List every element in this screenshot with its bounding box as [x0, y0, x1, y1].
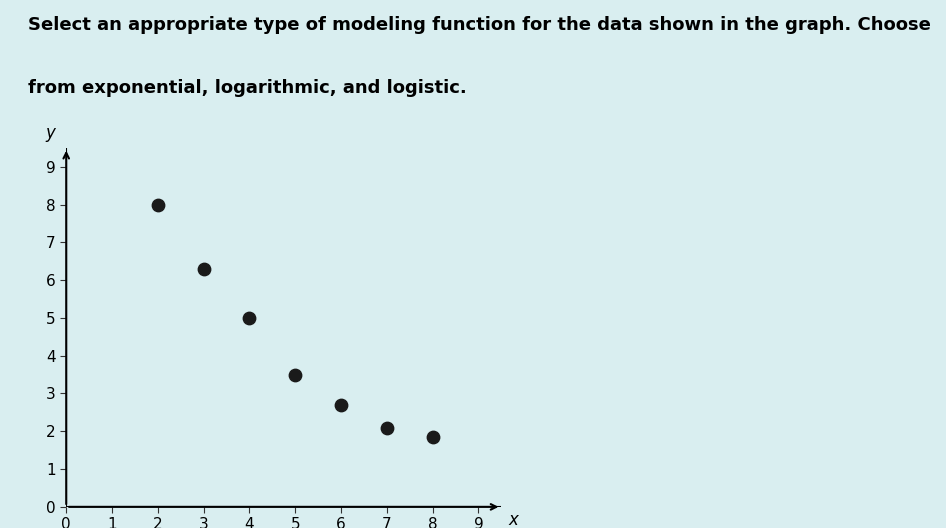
- Text: Select an appropriate type of modeling function for the data shown in the graph.: Select an appropriate type of modeling f…: [28, 16, 931, 34]
- Point: [425, 433, 440, 441]
- Point: [334, 401, 349, 409]
- Text: x: x: [508, 511, 518, 528]
- Point: [150, 200, 166, 209]
- Text: from exponential, logarithmic, and logistic.: from exponential, logarithmic, and logis…: [28, 79, 467, 97]
- Point: [196, 265, 211, 273]
- Point: [379, 423, 394, 432]
- Point: [288, 370, 303, 379]
- Text: y: y: [45, 124, 55, 142]
- Point: [242, 314, 257, 322]
